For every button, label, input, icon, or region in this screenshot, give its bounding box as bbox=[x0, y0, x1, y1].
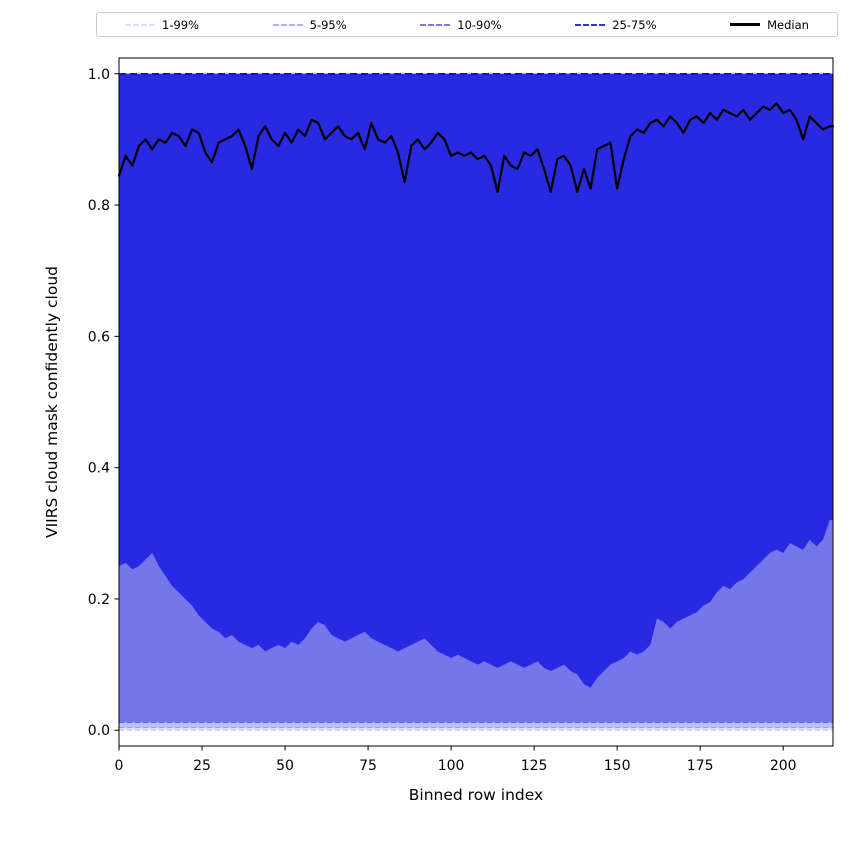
legend-label-25-75: 25-75% bbox=[612, 17, 657, 32]
legend-item-10-90: 10-90% bbox=[420, 17, 502, 32]
x-tick-label: 0 bbox=[115, 758, 124, 774]
median-line bbox=[117, 102, 835, 194]
legend: 1-99% 5-95% 10-90% 25-75% Median bbox=[96, 12, 838, 37]
x-tick-label: 200 bbox=[770, 758, 797, 774]
x-tick-label: 175 bbox=[687, 758, 714, 774]
x-tick-label: 25 bbox=[193, 758, 211, 774]
x-tick-label: 75 bbox=[359, 758, 377, 774]
x-tick-label: 50 bbox=[276, 758, 294, 774]
legend-line-sample-10-90-icon bbox=[420, 23, 451, 26]
y-tick-label: 0.8 bbox=[88, 198, 110, 214]
legend-item-5-95: 5-95% bbox=[272, 17, 347, 32]
legend-label-5-95: 5-95% bbox=[309, 17, 347, 32]
x-axis-label: Binned row index bbox=[409, 786, 543, 804]
legend-item-1-99: 1-99% bbox=[125, 18, 199, 32]
band-25-75% bbox=[119, 73, 833, 688]
x-tick-label: 125 bbox=[521, 758, 548, 774]
axes-spines bbox=[118, 57, 834, 747]
legend-line-sample-25-75-icon bbox=[575, 23, 606, 26]
x-tick-label: 150 bbox=[604, 758, 631, 774]
x-tick-label: 100 bbox=[438, 758, 465, 774]
legend-line-sample-5-95-icon bbox=[272, 23, 303, 26]
y-tick-label: 0.6 bbox=[88, 329, 110, 345]
y-axis-label: VIIRS cloud mask confidently cloud bbox=[43, 266, 61, 538]
y-tick-label: 0.2 bbox=[88, 592, 110, 608]
legend-label-median: Median bbox=[767, 17, 809, 32]
y-tick-label: 0.4 bbox=[88, 461, 110, 477]
legend-line-sample-1-99-icon bbox=[125, 23, 155, 26]
y-tick-label: 0.0 bbox=[88, 723, 110, 739]
legend-label-10-90: 10-90% bbox=[457, 17, 502, 32]
legend-item-median: Median bbox=[730, 18, 809, 32]
legend-label-1-99: 1-99% bbox=[162, 17, 200, 32]
legend-line-sample-median-icon bbox=[730, 23, 761, 26]
legend-item-25-75: 25-75% bbox=[575, 17, 657, 32]
y-tick-label: 1.0 bbox=[88, 67, 110, 83]
